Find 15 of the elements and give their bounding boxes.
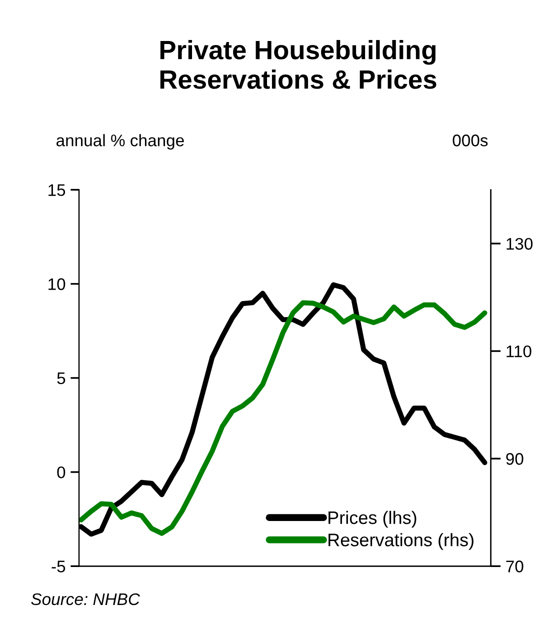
y-tick-label: 5: [57, 372, 66, 384]
chart-title: Private Housebuilding Reservations & Prices: [160, 40, 436, 89]
y-tick-label: -5: [52, 560, 66, 572]
legend-label: Prices (lhs): [328, 510, 416, 528]
y-tick-label: 15: [48, 184, 66, 196]
y-tick-label: 10: [48, 278, 66, 290]
y2-axis-title: 000s: [452, 134, 488, 146]
y2-tick-label: 70: [506, 560, 524, 572]
y2-tick-label: 90: [506, 453, 524, 465]
y-tick-label: 0: [57, 466, 66, 478]
source-note: Source: NHBC: [31, 593, 140, 606]
legend-label: Reservations (rhs): [328, 533, 474, 550]
y2-tick-label: 110: [506, 345, 532, 358]
y-axis-title: annual % change: [56, 134, 184, 150]
y2-tick-label: 130: [506, 238, 533, 250]
